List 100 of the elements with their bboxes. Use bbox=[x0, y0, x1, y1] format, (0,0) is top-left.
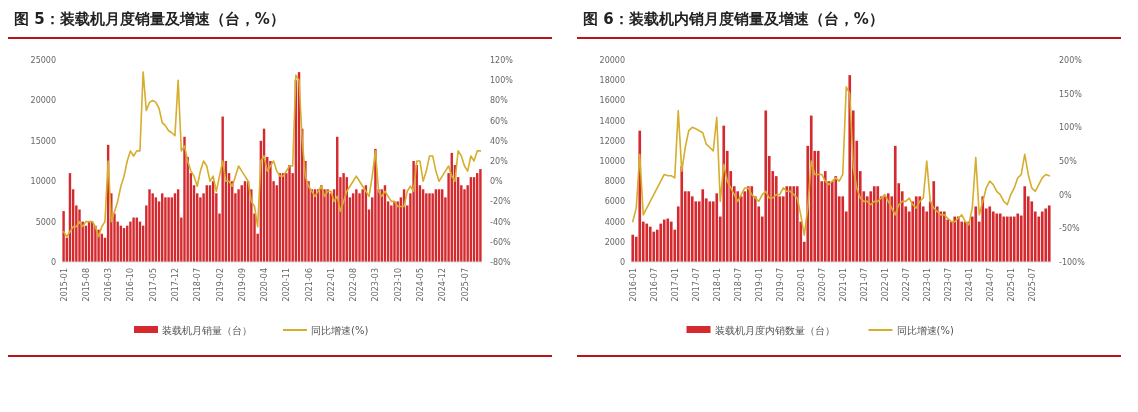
line-series bbox=[631, 86, 1051, 236]
bar bbox=[788, 186, 792, 262]
bar bbox=[151, 193, 154, 262]
y2-tick-label: 0% bbox=[1059, 190, 1073, 200]
y2-tick-label: 40% bbox=[490, 136, 509, 146]
x-tick-label: 2016-01 bbox=[628, 268, 638, 302]
y-tick-label: 5000 bbox=[35, 217, 56, 227]
y-tick-label: 20000 bbox=[30, 96, 56, 106]
bar bbox=[981, 196, 985, 262]
bar bbox=[94, 225, 97, 262]
bar bbox=[715, 193, 719, 262]
bar bbox=[428, 193, 431, 262]
bar bbox=[722, 125, 726, 262]
chart-title: 图 6：装载机内销月度销量及增速（台，%） bbox=[583, 10, 884, 28]
legend-label: 同比增速(%) bbox=[896, 325, 954, 336]
x-tick-label: 2025-01 bbox=[1006, 268, 1016, 302]
x-tick-label: 2017-07 bbox=[691, 268, 701, 302]
bar bbox=[701, 189, 705, 262]
x-tick-label: 2016-07 bbox=[649, 268, 659, 302]
chart-title: 图 5：装载机月度销量及增速（台，%） bbox=[14, 10, 285, 28]
x-tick-label: 2024-05 bbox=[415, 268, 425, 302]
bar bbox=[942, 211, 946, 262]
x-tick-label: 2021-01 bbox=[838, 268, 848, 302]
legend-label: 同比增速(%) bbox=[311, 325, 369, 336]
bar bbox=[78, 209, 81, 262]
x-tick-label: 2019-01 bbox=[754, 268, 764, 302]
x-tick-label: 2024-07 bbox=[985, 268, 995, 302]
bar bbox=[746, 186, 750, 262]
y-tick-label: 16000 bbox=[599, 96, 625, 106]
x-tick-label: 2022-01 bbox=[326, 268, 336, 302]
x-tick-label: 2021-07 bbox=[859, 268, 869, 302]
x-tick-label: 2017-01 bbox=[670, 268, 680, 302]
bar bbox=[320, 185, 323, 262]
y2-tick-label: -80% bbox=[490, 258, 512, 267]
y2-tick-label: 20% bbox=[490, 157, 509, 166]
x-tick-label: 2016-10 bbox=[126, 268, 136, 302]
bar bbox=[129, 221, 132, 262]
x-tick-label: 2020-07 bbox=[817, 268, 827, 302]
bar bbox=[809, 115, 813, 262]
x-tick-label: 2024-12 bbox=[438, 268, 448, 302]
bar bbox=[396, 201, 399, 262]
bar bbox=[326, 189, 329, 262]
bar bbox=[960, 221, 964, 262]
bar bbox=[342, 173, 345, 262]
bar bbox=[841, 196, 845, 262]
bar bbox=[687, 191, 691, 262]
legend-label: 装载机月销量（台） bbox=[162, 325, 252, 336]
bar bbox=[269, 161, 272, 262]
y2-tick-label: 50% bbox=[1059, 157, 1078, 166]
bar bbox=[785, 186, 789, 262]
x-tick-label: 2022-07 bbox=[901, 268, 911, 302]
bar bbox=[1047, 205, 1051, 262]
bar bbox=[708, 201, 712, 262]
x-tick-label: 2022-01 bbox=[880, 268, 890, 302]
x-tick-label: 2015-01 bbox=[59, 268, 69, 302]
bar bbox=[479, 169, 482, 262]
bar bbox=[893, 145, 897, 262]
x-tick-label: 2020-11 bbox=[282, 268, 292, 302]
legend-label: 装载机月度内销数量（台） bbox=[714, 325, 835, 336]
y2-tick-label: 120% bbox=[490, 56, 514, 65]
bar bbox=[876, 186, 880, 262]
bar bbox=[221, 116, 224, 262]
bar bbox=[199, 197, 202, 262]
bar bbox=[967, 221, 971, 262]
bar bbox=[1016, 213, 1020, 262]
y-tick-label: 4000 bbox=[604, 217, 625, 227]
bar bbox=[834, 176, 838, 262]
bar bbox=[750, 186, 754, 262]
y-tick-label: 0 bbox=[50, 258, 56, 267]
bar bbox=[390, 205, 393, 262]
bar bbox=[669, 221, 673, 262]
x-tick-label: 2025-07 bbox=[1027, 268, 1037, 302]
x-tick-label: 2023-07 bbox=[943, 268, 953, 302]
bar bbox=[795, 186, 799, 262]
bar bbox=[949, 221, 953, 262]
x-tick-label: 2023-01 bbox=[922, 268, 932, 302]
bar bbox=[393, 201, 396, 262]
bar bbox=[355, 189, 358, 262]
y2-tick-label: 0% bbox=[490, 177, 504, 187]
bar bbox=[988, 206, 992, 262]
y2-tick-label: -40% bbox=[490, 217, 512, 227]
bar bbox=[648, 226, 652, 262]
bar bbox=[886, 193, 890, 262]
y2-tick-label: 60% bbox=[490, 116, 509, 126]
y2-tick-label: 100% bbox=[490, 76, 514, 86]
bar bbox=[1012, 216, 1016, 262]
y-tick-label: 20000 bbox=[599, 56, 625, 65]
bar bbox=[1044, 208, 1048, 262]
bar bbox=[995, 213, 999, 262]
bar bbox=[659, 223, 663, 262]
bar bbox=[358, 193, 361, 262]
bar bbox=[412, 161, 415, 262]
bar bbox=[823, 171, 827, 262]
bar bbox=[1023, 186, 1027, 262]
bar bbox=[431, 193, 434, 262]
x-tick-label: 2019-07 bbox=[775, 268, 785, 302]
bar bbox=[148, 189, 151, 262]
y-tick-label: 8000 bbox=[604, 177, 625, 187]
line-series bbox=[62, 71, 482, 238]
y2-tick-label: -100% bbox=[1059, 258, 1086, 267]
